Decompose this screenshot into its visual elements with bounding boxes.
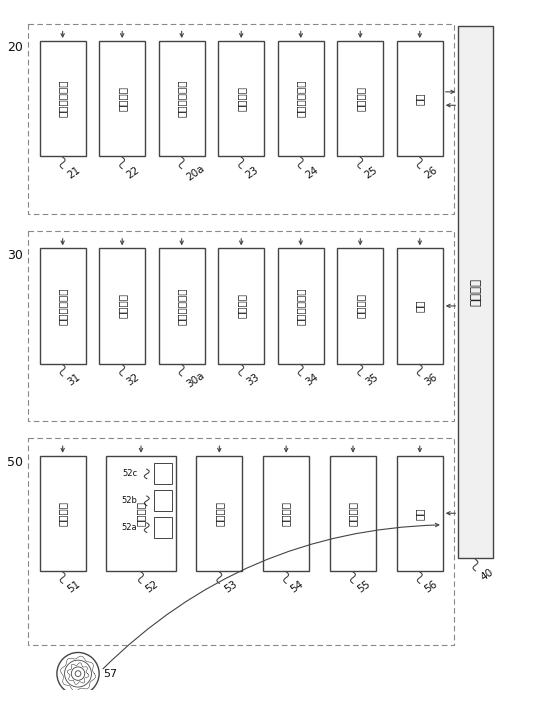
Bar [28,24,454,214]
Bar [154,490,171,511]
Text: 55: 55 [356,579,372,595]
Text: 定性控制部件: 定性控制部件 [58,80,68,118]
Text: 读取装置: 读取装置 [348,501,358,526]
Text: 检测部件: 检测部件 [355,86,365,111]
Bar [278,249,324,363]
Text: 52: 52 [144,579,161,595]
Text: 36: 36 [423,372,439,388]
Text: 接口: 接口 [415,92,425,105]
Text: 存储部件: 存储部件 [117,86,127,111]
Text: 51: 51 [65,579,82,595]
Bar [397,41,443,156]
Text: 存储部件: 存储部件 [117,294,127,318]
Bar [99,249,145,363]
Text: 试纸供应部件: 试纸供应部件 [296,80,306,118]
Text: 吸移部件: 吸移部件 [236,86,246,111]
Bar [39,249,85,363]
Text: 25: 25 [363,165,380,180]
Bar [159,41,204,156]
Text: 34: 34 [304,372,320,388]
Text: 检测部件: 检测部件 [355,294,365,318]
Text: 35: 35 [363,372,380,388]
Bar [458,25,493,558]
Text: 输入部件: 输入部件 [281,501,291,526]
Text: 20: 20 [8,41,23,54]
Text: 控制部件: 控制部件 [58,501,68,526]
Bar [196,455,242,571]
Text: 26: 26 [423,165,439,180]
Text: 显示部件: 显示部件 [214,501,225,526]
Text: 54: 54 [289,579,306,595]
Text: 条形码读码器: 条形码读码器 [177,80,187,118]
Bar [154,463,171,484]
Text: 52c: 52c [122,470,137,479]
Bar [99,41,145,156]
Bar [154,517,171,539]
Text: 24: 24 [304,165,320,180]
Text: 57: 57 [103,669,117,679]
Bar [330,455,376,571]
Text: 运算装置: 运算装置 [469,278,482,306]
Text: 22: 22 [125,165,142,180]
Bar [337,249,384,363]
Text: 52b: 52b [121,496,137,505]
Text: 56: 56 [423,579,439,595]
Text: 沉渣控制部件: 沉渣控制部件 [58,287,68,325]
Text: 20a: 20a [184,163,206,182]
Text: 吸移部件: 吸移部件 [236,294,246,318]
Bar [28,439,454,645]
Text: 存储部件: 存储部件 [136,501,146,526]
Bar [397,249,443,363]
Text: 31: 31 [65,372,82,388]
Bar [107,455,176,571]
Bar [263,455,309,571]
Text: 试样制备部件: 试样制备部件 [296,287,306,325]
Text: 33: 33 [244,372,261,388]
Bar [218,41,264,156]
Text: 30a: 30a [184,370,206,389]
Text: 32: 32 [125,372,142,388]
Bar [39,455,85,571]
Text: 52a: 52a [122,523,137,532]
Text: 接口: 接口 [415,300,425,312]
Bar [218,249,264,363]
Bar [337,41,384,156]
Bar [278,41,324,156]
Bar [28,231,454,421]
Text: 30: 30 [8,249,23,262]
Text: 23: 23 [244,165,261,180]
Bar [159,249,204,363]
Text: 条形码读码器: 条形码读码器 [177,287,187,325]
Text: 53: 53 [222,579,239,595]
Text: 21: 21 [65,165,82,180]
Text: 接口: 接口 [415,507,425,520]
Bar [397,455,443,571]
Text: 50: 50 [7,456,23,469]
Bar [39,41,85,156]
Text: 40: 40 [479,567,496,583]
